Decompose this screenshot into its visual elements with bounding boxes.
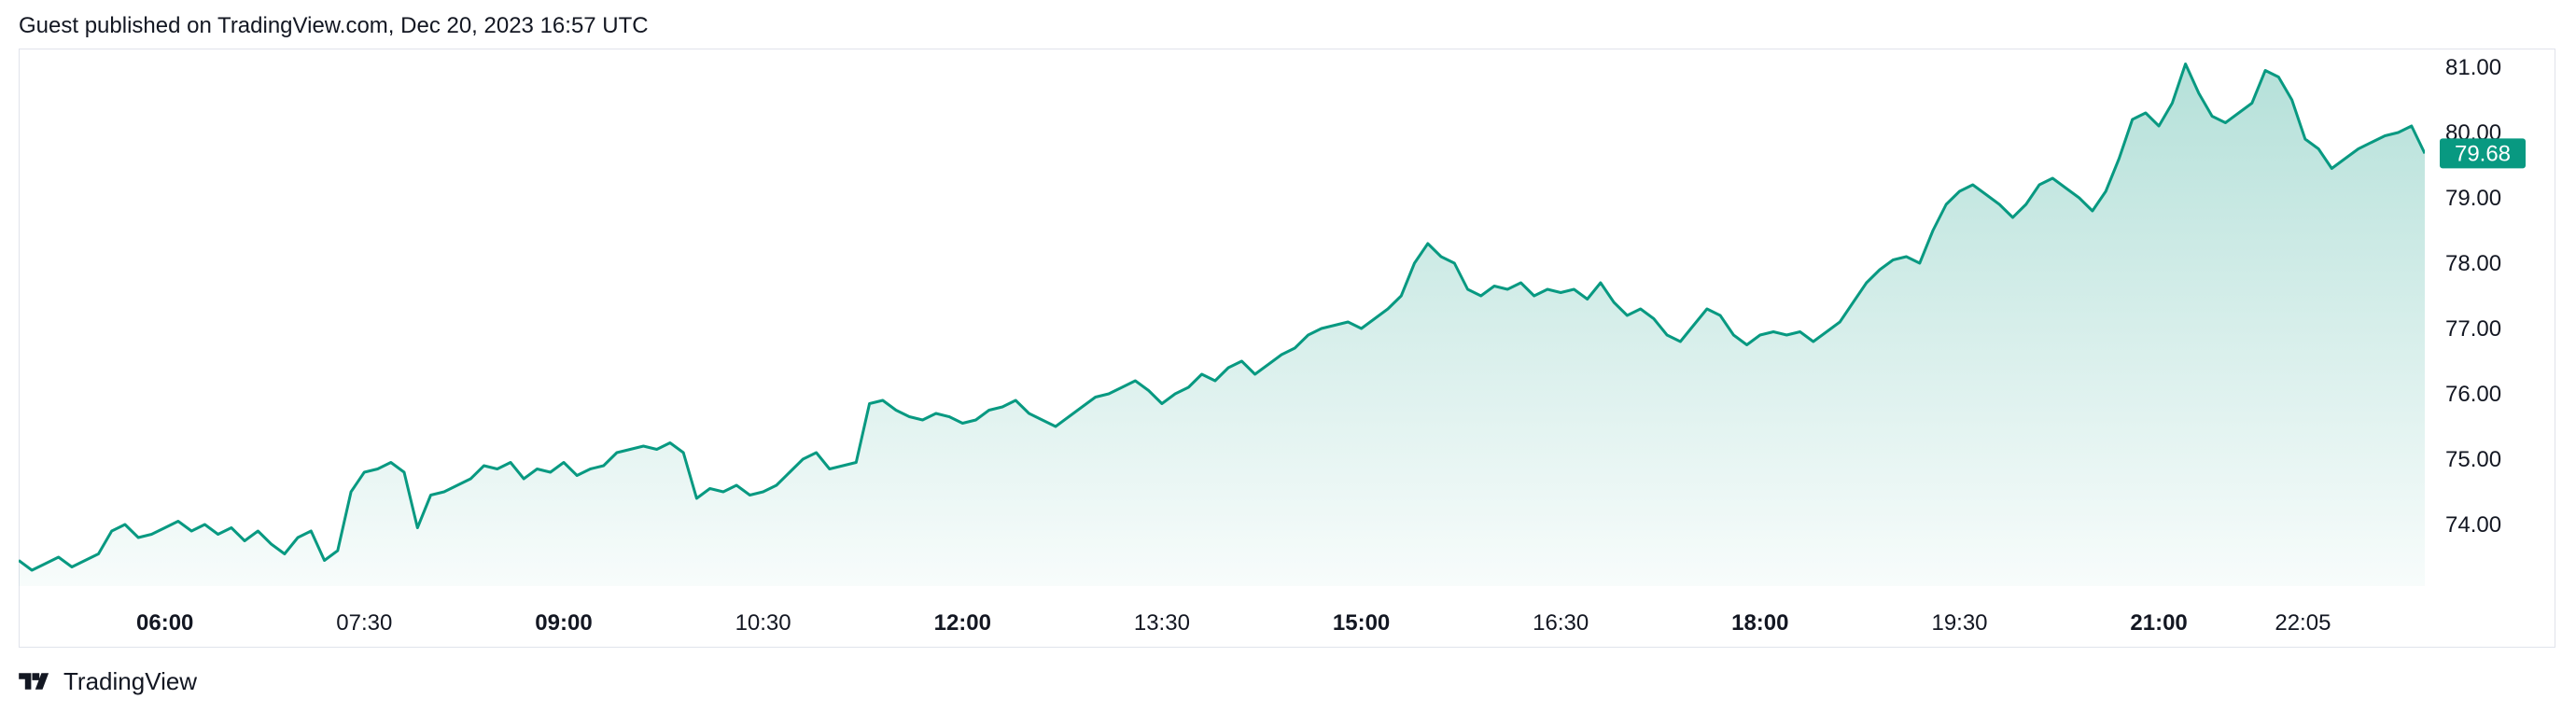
x-tick-label: 22:05	[2275, 610, 2331, 636]
x-tick-label: 15:00	[1333, 610, 1390, 636]
x-tick-label: 09:00	[535, 610, 592, 636]
chart-frame	[19, 49, 2555, 648]
x-tick-label: 13:30	[1134, 610, 1190, 636]
tradingview-brand: TradingView	[63, 666, 198, 695]
publication-info: Guest published on TradingView.com, Dec …	[19, 13, 649, 38]
last-price-badge	[2440, 138, 2526, 169]
y-tick-label: 77.00	[2445, 316, 2501, 342]
price-line	[19, 63, 2425, 572]
tradingview-footer[interactable]: TradingView	[19, 666, 197, 696]
y-tick-label: 81.00	[2445, 55, 2501, 80]
x-tick-label: 10:30	[735, 610, 791, 636]
x-tick-label: 12:00	[934, 610, 991, 636]
x-tick-label: 16:30	[1533, 610, 1589, 636]
last-price-label: 79.68	[2455, 141, 2511, 166]
x-tick-label: 06:00	[136, 610, 193, 636]
x-tick-label: 21:00	[2130, 610, 2187, 636]
y-tick-label: 76.00	[2445, 382, 2501, 407]
x-tick-label: 19:30	[1931, 610, 1987, 636]
x-tick-label: 07:30	[336, 610, 392, 636]
y-tick-label: 75.00	[2445, 447, 2501, 472]
tradingview-logo-icon	[19, 673, 49, 690]
price-area-fill	[19, 63, 2425, 586]
x-tick-label: 18:00	[1731, 610, 1788, 636]
y-tick-label: 78.00	[2445, 251, 2501, 276]
y-tick-label: 79.00	[2445, 186, 2501, 211]
y-tick-label: 74.00	[2445, 512, 2501, 538]
